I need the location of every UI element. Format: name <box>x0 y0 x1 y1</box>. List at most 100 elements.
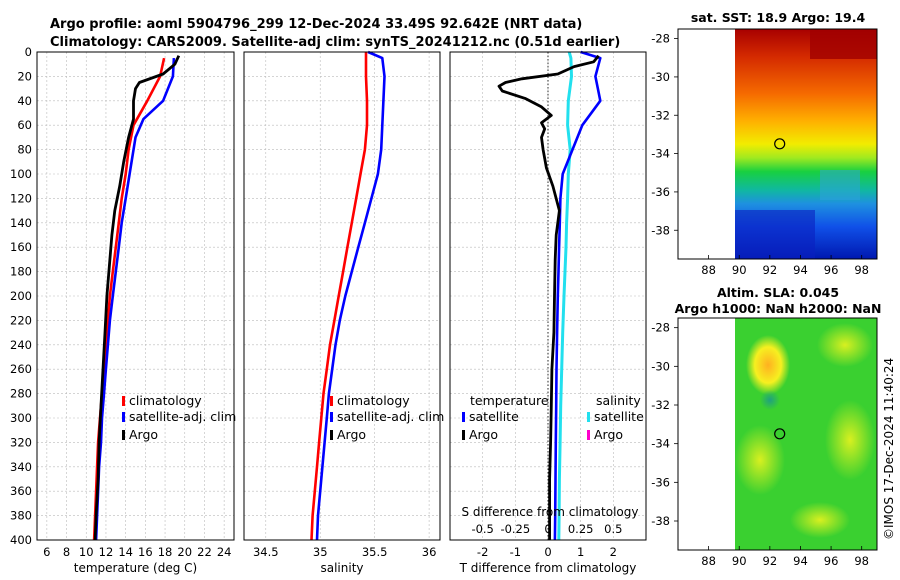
sst-patch <box>820 170 860 200</box>
map-x-tick-label: 98 <box>854 554 869 568</box>
x-tick-label: 6 <box>43 545 50 559</box>
x-tick-label: 34.5 <box>253 545 279 559</box>
x-axis-label: T difference from climatology <box>459 561 637 575</box>
legend-swatch <box>587 412 590 422</box>
x-tick-label: 24 <box>217 545 232 559</box>
x-tick-label: 8 <box>63 545 70 559</box>
sst-argo-marker <box>774 138 786 150</box>
y-tick-label: 400 <box>10 533 32 547</box>
series-argo-temperature-diff <box>497 54 600 540</box>
map-y-tick-label: -28 <box>651 321 670 335</box>
y-tick-label: 320 <box>10 435 32 449</box>
y-tick-label: 260 <box>10 362 32 376</box>
sst-map-title: sat. SST: 18.9 Argo: 19.4 <box>691 10 866 25</box>
title-line-1: Argo profile: aoml 5904796_299 12-Dec-20… <box>50 17 582 32</box>
legend-title-salinity: salinity <box>596 393 641 408</box>
s-diff-tick-label: -0.25 <box>500 522 530 536</box>
y-tick-label: 180 <box>10 265 32 279</box>
map-x-tick-label: 94 <box>793 554 808 568</box>
sla-anomaly <box>735 425 785 495</box>
sla-anomaly <box>760 390 780 410</box>
series-satellite-temperature-diff <box>553 50 602 541</box>
legend-swatch <box>462 412 465 422</box>
x-tick-label: 12 <box>99 545 114 559</box>
s-diff-tick-label: 0 <box>544 522 551 536</box>
map-y-tick-label: -32 <box>651 398 670 412</box>
sla-anomaly <box>825 400 875 480</box>
x-tick-label: 10 <box>79 545 94 559</box>
legend-label: satellite-adj. clim <box>129 409 236 424</box>
map-x-tick-label: 88 <box>701 554 716 568</box>
legend-swatch <box>122 430 125 440</box>
sla-map-subtitle: Argo h1000: NaN h2000: NaN <box>675 301 882 316</box>
y-tick-label: 220 <box>10 313 32 327</box>
sla-map-title: Altim. SLA: 0.045 <box>717 285 839 300</box>
legend-label: Argo <box>469 427 498 442</box>
x-tick-label: 36 <box>422 545 437 559</box>
legend-swatch <box>330 396 333 406</box>
map-x-tick-label: 92 <box>763 554 778 568</box>
legend-label: climatology <box>129 393 202 408</box>
x-tick-label: 0 <box>544 545 551 559</box>
x-tick-label: 20 <box>177 545 192 559</box>
y-tick-label: 360 <box>10 484 32 498</box>
y-tick-label: 100 <box>10 167 32 181</box>
series-argo <box>93 55 181 541</box>
map-y-tick-label: -36 <box>651 185 670 199</box>
y-tick-label: 120 <box>10 191 32 205</box>
x-tick-label: 2 <box>610 545 617 559</box>
series-satellite-adj-clim <box>315 50 386 541</box>
map-y-tick-label: -28 <box>651 32 670 46</box>
map-y-tick-label: -34 <box>651 437 670 451</box>
x-tick-label: 16 <box>138 545 153 559</box>
sla-map-axes: 88 90 92 94 96 98 -28 -30 -32 -34 -36 -38 <box>651 321 869 568</box>
y-tick-label: 200 <box>10 289 32 303</box>
y-tick-label: 140 <box>10 216 32 230</box>
legend-swatch <box>587 430 590 440</box>
y-tick-label: 40 <box>17 94 32 108</box>
y-tick-label: 160 <box>10 240 32 254</box>
legend-swatch <box>330 430 333 440</box>
series-satellite-salinity-diff <box>557 51 573 541</box>
map-x-tick-label: 88 <box>701 263 716 277</box>
axes-frame <box>36 51 235 541</box>
map-x-tick-label: 98 <box>854 263 869 277</box>
sla-anomaly <box>746 335 790 395</box>
legend-label: Argo <box>337 427 366 442</box>
y-tick-label: 240 <box>10 338 32 352</box>
map-y-tick-label: -38 <box>651 514 670 528</box>
x-axis-label: temperature (deg C) <box>74 561 197 575</box>
legend-swatch <box>122 412 125 422</box>
sla-map-panel: Altim. SLA: 0.045 Argo h1000: NaN h2000:… <box>651 285 881 568</box>
sst-map-axes: 88 90 92 94 96 98 -28 -30 -32 -34 -36 -38 <box>651 32 869 277</box>
y-tick-label: 80 <box>17 143 32 157</box>
legend-label: satellite-adj. clim <box>337 409 444 424</box>
y-tick-label: 20 <box>17 69 32 83</box>
y-tick-label: 340 <box>10 460 32 474</box>
legend-swatch <box>330 412 333 422</box>
y-tick-label: 380 <box>10 509 32 523</box>
map-x-tick-label: 92 <box>763 263 778 277</box>
legend-label: climatology <box>337 393 410 408</box>
s-diff-tick-label: 0.5 <box>604 522 622 536</box>
axes-frame <box>243 51 441 541</box>
legend-label: Argo <box>129 427 158 442</box>
y-tick-label: 0 <box>25 45 32 59</box>
map-x-tick-label: 96 <box>824 554 839 568</box>
x-tick-label: 35 <box>313 545 328 559</box>
sla-anomaly <box>817 323 873 367</box>
map-y-tick-label: -30 <box>651 359 670 373</box>
map-y-tick-label: -36 <box>651 475 670 489</box>
legend-swatch <box>462 430 465 440</box>
y-tick-label: 60 <box>17 118 32 132</box>
s-diff-label: S difference from climatology <box>462 505 639 519</box>
y-tick-label: 280 <box>10 387 32 401</box>
difference-panel: -2 -1 0 1 2 T difference from climatology S di… <box>449 50 647 575</box>
x-tick-label: -1 <box>510 545 521 559</box>
map-x-tick-label: 90 <box>732 263 747 277</box>
legend-label: satellite <box>469 409 519 424</box>
legend-swatch <box>122 396 125 406</box>
series-climatology <box>310 52 369 541</box>
temperature-panel: 0 20 40 60 80 100 120 140 160 180 200 220 240 260 280 3… <box>10 45 236 575</box>
